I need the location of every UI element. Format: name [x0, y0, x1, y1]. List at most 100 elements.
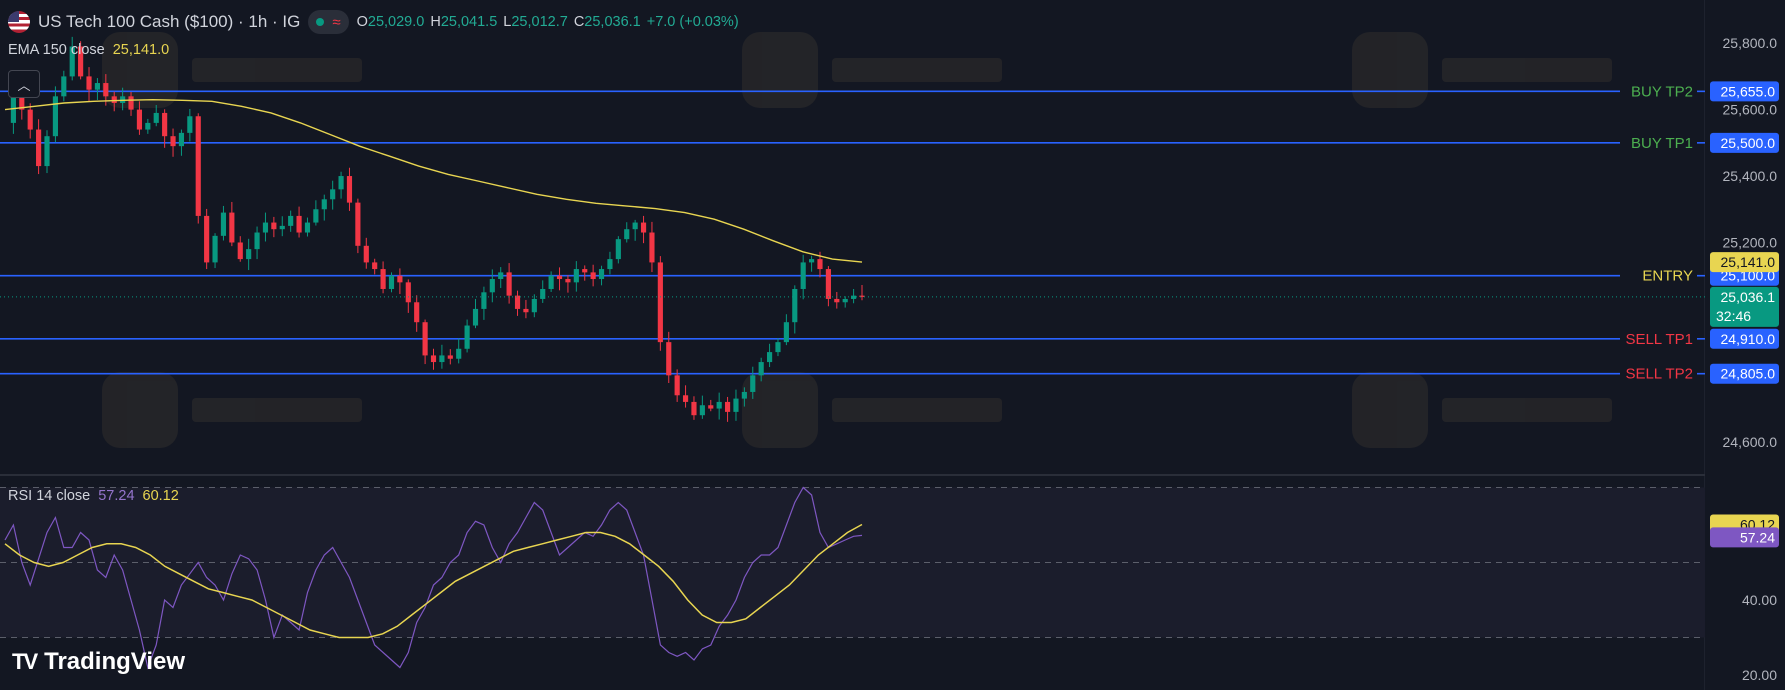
candle-body — [741, 391, 747, 399]
candle-body — [380, 269, 386, 289]
last-price-value: 25,036.1 — [1721, 289, 1776, 305]
candle-body — [195, 116, 201, 216]
ohlc-readout: O25,029.0 H25,041.5 L25,012.7 C25,036.1 … — [357, 14, 739, 30]
candle-body — [439, 355, 445, 363]
tradingview-logo[interactable]: TV TradingView — [12, 648, 185, 676]
candle-body — [682, 395, 689, 402]
candle-body — [523, 308, 529, 313]
rsi-line — [4, 486, 863, 670]
candle-body — [61, 76, 67, 97]
candle-body — [716, 401, 722, 409]
candle-body — [313, 209, 319, 223]
level-price-badge-bg — [1710, 81, 1779, 102]
candle-body — [397, 275, 403, 283]
candle-body — [540, 288, 546, 299]
ema-price-badge-text: 25,141.0 — [1721, 254, 1776, 270]
chart-header: US Tech 100 Cash ($100) · 1h · IG ≈ O25,… — [8, 8, 739, 36]
bar-countdown: 32:46 — [1716, 308, 1751, 324]
candle-body — [346, 176, 353, 203]
watermark-logo-icon — [102, 372, 178, 448]
rsi-badge-bg — [1710, 527, 1779, 548]
candle-body — [430, 355, 437, 363]
watermark-item — [102, 372, 362, 448]
candle-body — [86, 76, 92, 90]
candle-body — [766, 352, 773, 363]
candle-body — [78, 46, 84, 77]
market-status-pill[interactable]: ≈ — [308, 10, 349, 34]
candle-body — [489, 279, 495, 293]
rsi-tick-label: 40.00 — [1742, 592, 1777, 608]
market-open-dot-icon — [316, 18, 325, 26]
price-tick-label: 25,200.0 — [1723, 234, 1778, 250]
candle-body — [834, 298, 840, 303]
rsi-pane-background — [0, 487, 1705, 638]
rsi-ma-line — [4, 523, 863, 639]
level-price-badge-bg — [1710, 132, 1779, 153]
ema-line — [4, 98, 863, 263]
candle-body — [212, 235, 218, 263]
candle-body — [69, 46, 75, 77]
candle-body — [229, 212, 235, 243]
high-label: H — [430, 14, 441, 30]
candle-body — [237, 242, 243, 260]
level-price-badge: 25,655.0 — [1710, 81, 1779, 102]
rsi-legend-name: RSI 14 close — [8, 488, 91, 504]
ema-legend[interactable]: EMA 150 close 25,141.0 — [8, 42, 169, 58]
watermark-item — [1352, 372, 1612, 448]
watermark-logo-icon — [102, 32, 178, 108]
level-label: BUY TP1 — [1631, 135, 1693, 152]
close-label: C — [573, 14, 585, 30]
candle-body — [573, 269, 579, 283]
last-price-badge-bg — [1710, 286, 1779, 327]
candle-body — [783, 322, 789, 343]
watermark-logo-icon — [1352, 32, 1428, 108]
open-value: 25,029.0 — [367, 14, 425, 30]
us-flag-icon — [8, 11, 30, 33]
rsi-legend[interactable]: RSI 14 close 57.24 60.12 — [8, 488, 179, 504]
symbol-title[interactable]: US Tech 100 Cash ($100) · 1h · IG — [38, 12, 301, 31]
price-axis[interactable]: 25,800.0 25,600.0 25,400.0 25,200.0 24,600.0… — [1705, 0, 1785, 690]
candle-body — [851, 295, 857, 299]
candle-body — [464, 325, 470, 349]
horizontal-levels[interactable]: BUY TP2 BUY TP1 ENTRY SELL TP1 SELL TP2 — [0, 83, 1705, 383]
collapse-legend-button[interactable]: ︿ — [8, 70, 40, 98]
watermark-item — [102, 32, 362, 108]
watermark-wordmark — [192, 58, 362, 82]
candle-body — [615, 239, 621, 260]
level-price-badge-text: 24,805.0 — [1721, 366, 1776, 382]
level-label: BUY TP2 — [1631, 83, 1693, 100]
candle-body — [809, 259, 815, 263]
last-price-badge: 25,036.1 32:46 — [1710, 286, 1779, 327]
candle-body — [19, 96, 25, 110]
candle-body — [145, 122, 151, 130]
candle-body — [481, 292, 487, 309]
ema-150-line — [4, 98, 863, 263]
candle-body — [27, 109, 33, 130]
candle-body — [548, 275, 554, 289]
rsi-legend-value: 57.24 — [98, 488, 135, 504]
candle-body — [254, 232, 260, 250]
candle-body — [372, 262, 378, 270]
candle-body — [565, 279, 571, 283]
candle-body — [162, 112, 168, 137]
candle-body — [136, 109, 143, 130]
chevron-up-icon: ︿ — [17, 77, 31, 93]
delay-wave-icon: ≈ — [332, 13, 341, 31]
candle-body — [699, 405, 705, 416]
candle-body — [817, 259, 823, 270]
candle-body — [750, 375, 756, 392]
open-label: O — [356, 14, 368, 30]
watermark-item — [742, 32, 1002, 108]
price-tick-label: 24,600.0 — [1723, 434, 1778, 450]
change-value: +7.0 (+0.03%) — [646, 14, 739, 30]
candle-body — [531, 298, 537, 313]
ema-legend-name: EMA 150 close — [8, 42, 105, 58]
candle-body — [775, 342, 781, 353]
level-price-badge-text: 24,910.0 — [1721, 331, 1776, 347]
level-price-badge-bg — [1710, 363, 1779, 384]
rsi-lines — [4, 486, 863, 670]
candle-body — [10, 96, 16, 123]
watermark-logo-icon — [742, 32, 818, 108]
level-price-badge-text: 25,655.0 — [1721, 83, 1776, 99]
